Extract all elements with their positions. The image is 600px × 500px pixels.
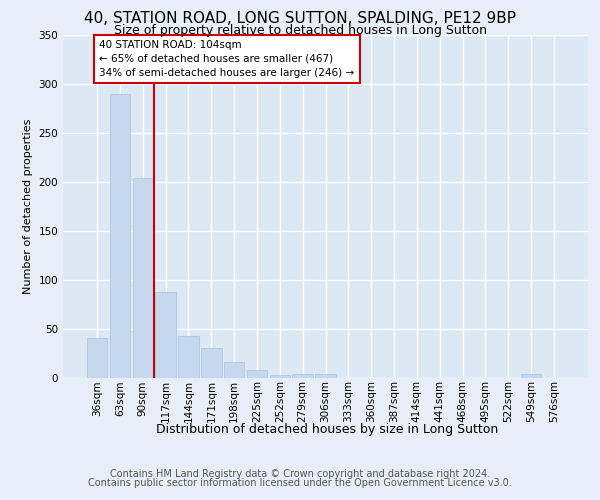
Bar [292, 374, 313, 378]
Bar [178, 336, 199, 378]
Text: 40, STATION ROAD, LONG SUTTON, SPALDING, PE12 9BP: 40, STATION ROAD, LONG SUTTON, SPALDING,… [84, 11, 516, 26]
Text: 40 STATION ROAD: 104sqm
← 65% of detached houses are smaller (467)
34% of semi-d: 40 STATION ROAD: 104sqm ← 65% of detache… [100, 40, 355, 78]
Bar [247, 370, 267, 378]
Y-axis label: Number of detached properties: Number of detached properties [23, 118, 33, 294]
Bar [269, 374, 290, 378]
Text: Contains HM Land Registry data © Crown copyright and database right 2024.: Contains HM Land Registry data © Crown c… [110, 469, 490, 479]
Bar [155, 292, 176, 378]
Bar [133, 178, 153, 378]
Bar [224, 362, 244, 378]
Text: Contains public sector information licensed under the Open Government Licence v3: Contains public sector information licen… [88, 478, 512, 488]
Bar [521, 374, 541, 378]
Bar [110, 94, 130, 378]
Bar [201, 348, 221, 378]
Bar [315, 374, 336, 378]
Text: Distribution of detached houses by size in Long Sutton: Distribution of detached houses by size … [156, 422, 498, 436]
Bar [87, 338, 107, 378]
Text: Size of property relative to detached houses in Long Sutton: Size of property relative to detached ho… [113, 24, 487, 37]
